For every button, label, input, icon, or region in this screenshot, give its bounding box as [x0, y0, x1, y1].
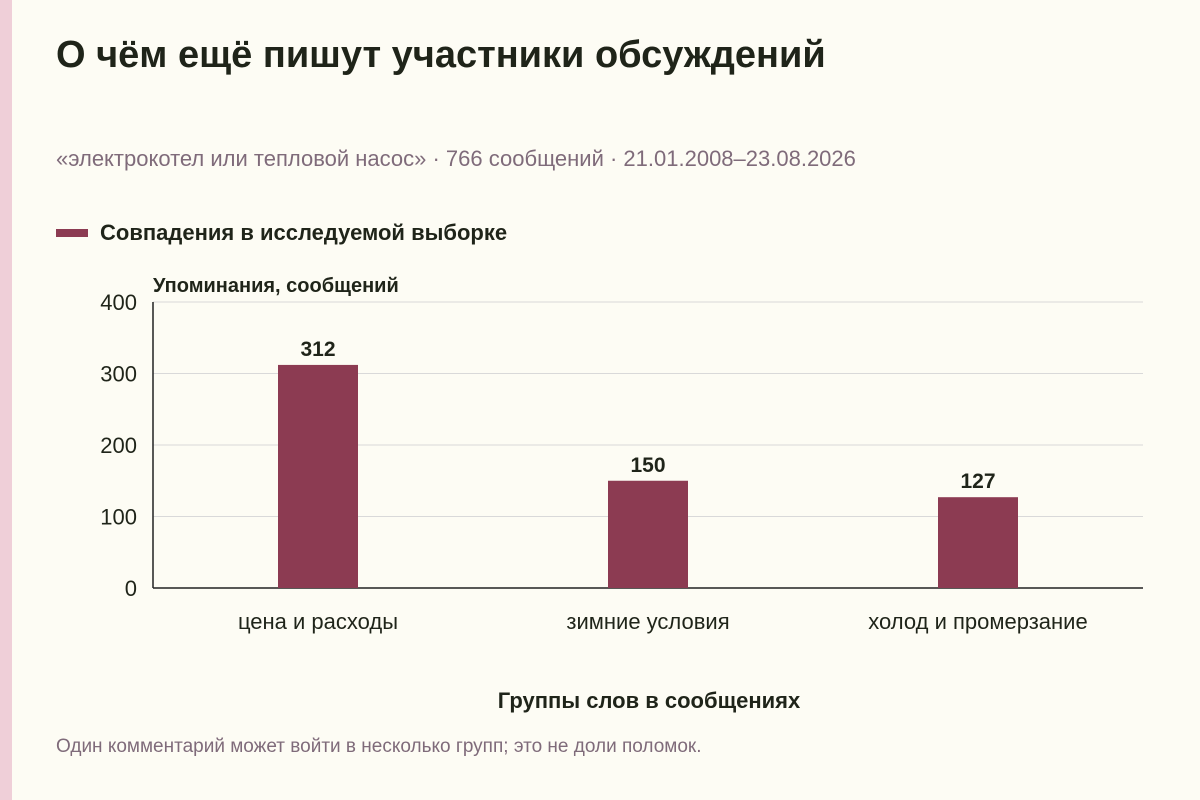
accent-stripe	[0, 0, 12, 800]
x-tick-label: зимние условия	[566, 609, 729, 634]
bar	[278, 364, 358, 588]
bar-chart: 0 100 200 300 400 312 цена и расходы 150 зимние …	[100, 275, 1143, 713]
x-axis-title: Группы слов в сообщениях	[498, 688, 801, 713]
x-tick-label: цена и расходы	[238, 609, 398, 634]
bar	[938, 497, 1018, 588]
y-tick-label: 100	[100, 505, 137, 530]
y-axis-title: Упоминания, сообщений	[153, 275, 399, 297]
y-tick-label: 300	[100, 362, 137, 387]
legend-label: Совпадения в исследуемой выборке	[100, 220, 508, 245]
x-tick-label: холод и промерзание	[868, 609, 1087, 634]
data-label: 150	[630, 454, 665, 477]
data-label: 312	[300, 338, 335, 361]
legend: Совпадения в исследуемой выборке	[56, 219, 507, 247]
legend-swatch	[56, 229, 88, 237]
y-tick-label: 400	[100, 290, 137, 315]
page-title: О чём ещё пишут участники обсуждений	[56, 34, 826, 76]
y-tick-label: 200	[100, 433, 137, 458]
y-tick-label: 0	[125, 576, 137, 601]
chart-subtitle: «электрокотел или тепловой насос» · 766 …	[56, 146, 856, 171]
data-label: 127	[960, 470, 995, 493]
footnote: Один комментарий может войти в несколько…	[56, 736, 702, 757]
bar	[608, 480, 688, 588]
